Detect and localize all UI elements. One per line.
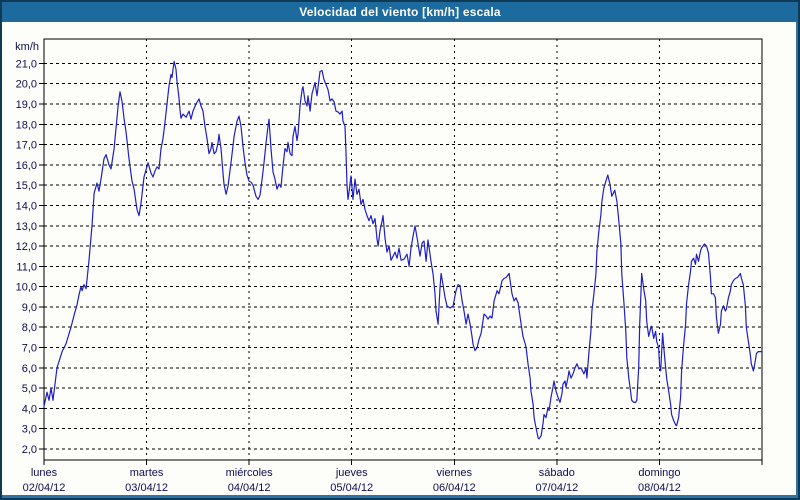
window-right-edge (796, 22, 798, 498)
svg-text:3,0: 3,0 (22, 424, 37, 436)
y-gridlines (44, 62, 762, 450)
x-day-labels: lunes 02/04/12 martes 03/04/12 miércoles 04/0… (23, 467, 681, 494)
svg-text:5,0: 5,0 (22, 383, 37, 395)
x-gridlines (146, 39, 660, 460)
svg-text:21,0: 21,0 (16, 58, 37, 70)
page-title: Velocidad del viento [km/h] escala (299, 5, 501, 19)
x-label-date: 03/04/12 (125, 482, 168, 494)
x-label-date: 07/04/12 (535, 482, 578, 494)
axis-ticks (39, 62, 763, 465)
x-label-day: domingo (638, 467, 680, 479)
chart-area: 2,0 3,0 4,0 5,0 6,0 7,0 8,0 9,0 10,0 11,0 12,0 13,0… (2, 22, 798, 498)
y-tick-labels: 2,0 3,0 4,0 5,0 6,0 7,0 8,0 9,0 10,0 11,0 12,0 13,0… (16, 58, 37, 456)
svg-text:17,0: 17,0 (16, 140, 37, 152)
y-axis-unit-label: km/h (15, 41, 39, 53)
svg-text:20,0: 20,0 (16, 79, 37, 91)
x-label-day: jueves (335, 467, 368, 479)
x-label-date: 05/04/12 (330, 482, 373, 494)
title-bar: Velocidad del viento [km/h] escala (2, 2, 798, 22)
wind-speed-line (43, 60, 762, 440)
svg-text:19,0: 19,0 (16, 99, 37, 111)
svg-text:4,0: 4,0 (22, 403, 37, 415)
x-label-date: 04/04/12 (228, 482, 271, 494)
svg-text:6,0: 6,0 (22, 363, 37, 375)
svg-text:11,0: 11,0 (16, 261, 37, 273)
svg-text:12,0: 12,0 (16, 241, 37, 253)
x-label-day: viernes (437, 467, 473, 479)
x-label-day: lunes (31, 467, 58, 479)
x-label-day: martes (130, 467, 164, 479)
svg-text:2,0: 2,0 (22, 444, 37, 456)
x-label-date: 02/04/12 (23, 482, 66, 494)
svg-text:7,0: 7,0 (22, 343, 37, 355)
svg-text:18,0: 18,0 (16, 119, 37, 131)
plot-border (43, 38, 763, 461)
svg-text:10,0: 10,0 (16, 282, 37, 294)
window-bottom-edge (2, 495, 798, 498)
svg-text:16,0: 16,0 (16, 160, 37, 172)
x-label-date: 06/04/12 (433, 482, 476, 494)
svg-text:15,0: 15,0 (16, 180, 37, 192)
x-label-day: miércoles (226, 467, 274, 479)
svg-text:8,0: 8,0 (22, 322, 37, 334)
wind-speed-chart: 2,0 3,0 4,0 5,0 6,0 7,0 8,0 9,0 10,0 11,0 12,0 13,0… (15, 38, 763, 494)
svg-text:14,0: 14,0 (16, 200, 37, 212)
x-label-day: sábado (539, 467, 575, 479)
x-label-date: 08/04/12 (638, 482, 681, 494)
svg-text:9,0: 9,0 (22, 302, 37, 314)
svg-text:13,0: 13,0 (16, 221, 37, 233)
